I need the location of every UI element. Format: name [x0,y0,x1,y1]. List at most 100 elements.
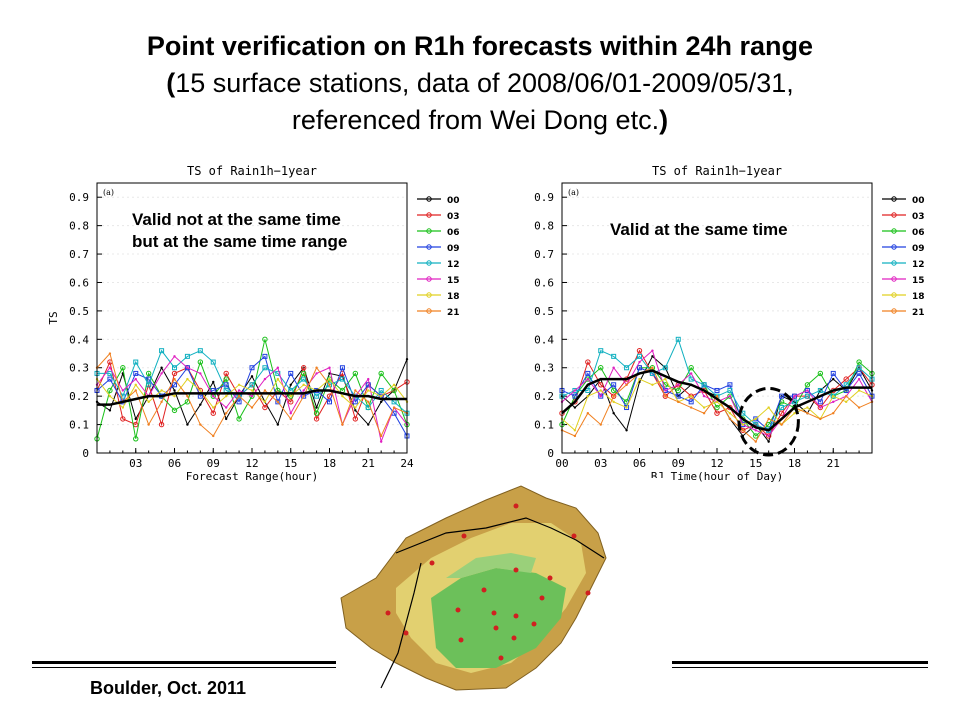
plot-frame [561,182,873,454]
data-point [171,370,178,377]
panel-tag: (a) [568,188,579,197]
data-point [624,405,630,411]
data-point [339,365,345,371]
data-point [212,406,215,409]
data-point [585,387,591,393]
data-point [108,352,112,355]
y-tick-label: 0.5 [534,305,554,318]
data-point [804,387,810,393]
data-point [664,389,667,392]
data-point [702,412,706,415]
data-point [302,394,305,398]
legend-label: 21 [447,308,460,318]
legend-marker [891,260,897,266]
dashed-ellipse-annotation [737,386,800,457]
data-point [197,359,204,365]
chart-right-svg: TS of Rain1h−1year 0 0.1 0.2 0.3 0.4 0.5 0.6 0.7… [497,158,947,488]
data-point [392,383,396,386]
data-point [171,407,178,414]
data-point [572,393,578,399]
data-point [367,389,370,392]
data-point [598,348,604,354]
data-point [313,410,320,416]
data-point [689,372,693,375]
data-point [765,433,772,439]
legend-marker [891,308,897,314]
data-point [289,383,292,386]
data-point [159,348,165,354]
data-point [832,377,835,381]
data-point [210,359,216,365]
data-point [160,366,163,369]
data-point [288,370,294,376]
data-point [134,389,137,392]
data-point [146,382,152,388]
data-point [817,399,823,405]
footer-text: Boulder, Oct. 2011 [90,678,247,698]
data-point [636,347,643,354]
data-point [599,423,602,426]
y-axis-label: TS [47,311,60,324]
data-point [844,394,848,398]
data-point [819,417,822,421]
data-point [186,377,189,381]
y-tick-label: 0.3 [534,362,554,375]
data-point [651,366,654,369]
data-point [612,366,615,369]
data-point [688,393,694,399]
data-point [378,370,384,377]
data-point [727,382,733,388]
data-point [856,359,862,365]
legend-label: 03 [447,212,460,222]
data-point [339,376,345,382]
beijing-map [336,478,672,698]
data-point [675,393,681,399]
data-point [817,387,823,393]
data-point [224,417,228,421]
data-point [249,382,255,388]
data-point [327,382,332,388]
data-point [677,400,680,404]
data-point [585,376,591,382]
data-point [378,387,384,393]
data-point [224,412,228,415]
data-point [817,404,824,411]
data-point [675,387,681,394]
data-point [832,400,835,404]
data-point [160,400,163,404]
data-point [250,394,254,398]
data-point [328,372,331,375]
data-point [675,336,681,342]
data-point [199,389,202,392]
legend-label: 03 [912,212,925,222]
data-point [160,372,163,375]
data-point [586,377,590,381]
data-point [341,394,344,398]
data-point [367,423,370,426]
title-line-2: (15 surface stations, data of 2008/06/01… [40,65,920,102]
legend-label: 00 [447,196,460,206]
chart-right-overlay: Valid at the same time [610,219,788,241]
data-point [250,375,254,378]
data-point [237,383,241,386]
title-line-3-text: referenced from Wei Dong etc. [291,105,660,135]
legend-label: 12 [912,260,925,270]
data-point [133,436,139,442]
data-point [379,440,383,443]
chart-left-overlay-line2: but at the same time range [132,232,348,251]
data-point [328,383,331,386]
data-point [612,394,615,398]
data-point [328,366,331,369]
data-point [662,387,668,393]
data-point [857,389,861,392]
data-point [108,409,112,412]
series-line-06 [561,361,873,437]
data-point [352,370,359,377]
data-point [767,440,770,443]
x-tick-label: 00 [555,457,568,470]
data-point [586,394,590,398]
y-tick-label: 0.1 [534,419,554,432]
data-point [832,394,835,398]
data-point [662,393,669,399]
x-tick-label: 12 [710,457,723,470]
